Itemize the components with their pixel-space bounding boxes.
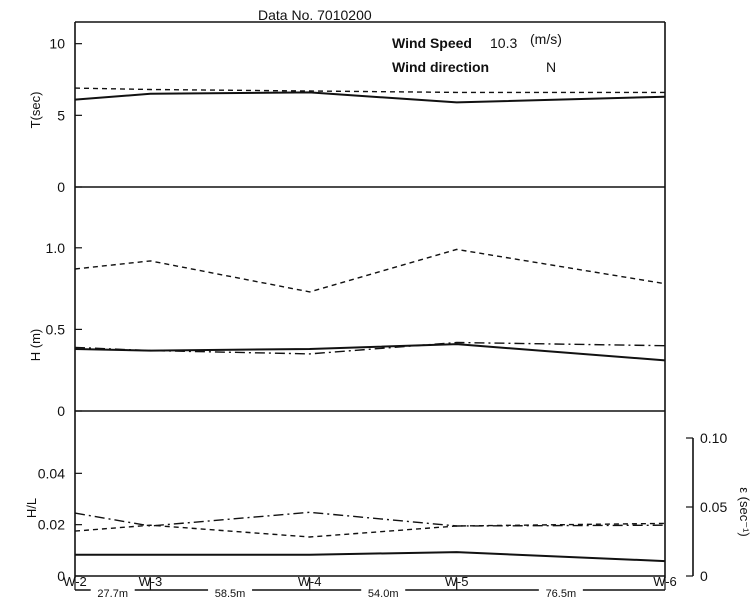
panel-0-ytick-label: 0 [57, 179, 65, 195]
distance-label-bg [208, 586, 253, 598]
h-axis-label: H (m) [28, 329, 43, 362]
panel-0-ytick-label: 10 [49, 36, 65, 52]
distance-label: 76.5m [546, 588, 577, 600]
wind-speed-value: 10.3 [490, 35, 517, 51]
panel-0-series-dashed [74, 87, 665, 94]
panel-1-ytick-label: 0.5 [46, 321, 66, 337]
panel-2-series-solid [75, 551, 666, 563]
panel-2-ytick-label: 0 [57, 568, 65, 584]
panel-1-series-dashed [74, 248, 666, 293]
panel-1-ytick-label: 0 [57, 403, 65, 419]
panel-2-ytick-label: 0.02 [38, 517, 65, 533]
panel-2-series-dashed [74, 522, 666, 538]
station-label: W-3 [139, 574, 163, 589]
station-label: W-4 [298, 574, 322, 589]
distance-label: 27.7m [97, 588, 128, 600]
epsilon-tick-label: 0 [700, 568, 708, 584]
wind-speed-label: Wind Speed [392, 35, 472, 51]
distance-label-bg [361, 586, 406, 598]
wind-direction-label: Wind direction [392, 59, 489, 75]
panel-1-series-solid [74, 343, 666, 362]
station-label: W-6 [653, 574, 677, 589]
wind-speed-unit: (m/s) [530, 31, 562, 47]
data-number: Data No. 7010200 [258, 7, 372, 23]
hl-axis-label: H/L [24, 498, 39, 518]
distance-label-bg [90, 586, 135, 598]
panel-0-ytick-label: 5 [57, 107, 65, 123]
distance-label: 54.0m [368, 588, 399, 600]
wind-direction-value: N [546, 59, 556, 75]
station-label: W-5 [445, 574, 469, 589]
distance-label-bg [538, 586, 583, 598]
epsilon-tick-label: 0.10 [700, 430, 727, 446]
t-axis-label: T(sec) [28, 92, 43, 129]
panel-1-ytick-label: 1.0 [46, 240, 66, 256]
distance-label: 58.5m [215, 588, 246, 600]
panel-2-series-dashdot [74, 511, 666, 527]
station-label: W-2 [63, 574, 87, 589]
epsilon-tick-label: 0.05 [700, 499, 727, 515]
panel-2-ytick-label: 0.04 [38, 465, 65, 481]
epsilon-axis-label: ε (sec⁻¹) [737, 487, 750, 537]
panel-1-series-dashdot [74, 341, 666, 355]
panel-0-series-solid [74, 91, 666, 104]
